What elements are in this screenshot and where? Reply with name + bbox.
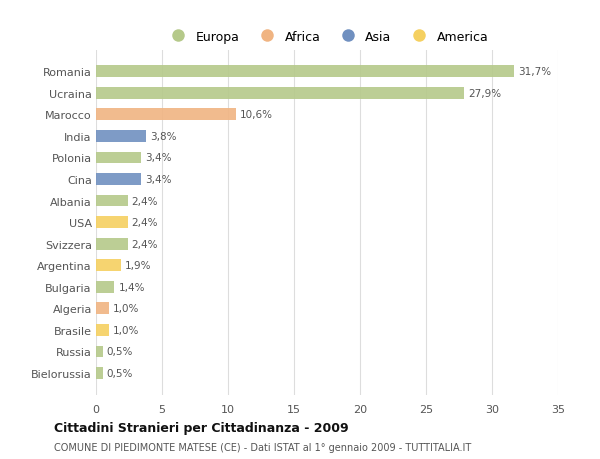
Text: 3,4%: 3,4%: [145, 174, 172, 185]
Text: 1,9%: 1,9%: [125, 261, 152, 271]
Text: 2,4%: 2,4%: [131, 218, 158, 228]
Bar: [96, 66, 514, 78]
Bar: [96, 238, 128, 250]
Bar: [96, 367, 103, 379]
Legend: Europa, Africa, Asia, America: Europa, Africa, Asia, America: [161, 26, 493, 49]
Text: 31,7%: 31,7%: [518, 67, 551, 77]
Bar: [96, 195, 128, 207]
Text: Cittadini Stranieri per Cittadinanza - 2009: Cittadini Stranieri per Cittadinanza - 2…: [54, 421, 349, 434]
Bar: [96, 260, 121, 272]
Text: 2,4%: 2,4%: [131, 196, 158, 206]
Bar: [96, 281, 115, 293]
Text: 27,9%: 27,9%: [468, 89, 502, 99]
Text: 0,5%: 0,5%: [107, 368, 133, 378]
Bar: [96, 152, 141, 164]
Bar: [96, 88, 464, 100]
Bar: [96, 217, 128, 229]
Text: 1,4%: 1,4%: [118, 282, 145, 292]
Bar: [96, 346, 103, 358]
Text: 3,4%: 3,4%: [145, 153, 172, 163]
Bar: [96, 303, 109, 314]
Text: 10,6%: 10,6%: [240, 110, 273, 120]
Text: 2,4%: 2,4%: [131, 239, 158, 249]
Text: 0,5%: 0,5%: [107, 347, 133, 357]
Text: 1,0%: 1,0%: [113, 325, 140, 335]
Text: 3,8%: 3,8%: [150, 132, 176, 141]
Text: 1,0%: 1,0%: [113, 304, 140, 313]
Bar: [96, 109, 236, 121]
Text: COMUNE DI PIEDIMONTE MATESE (CE) - Dati ISTAT al 1° gennaio 2009 - TUTTITALIA.IT: COMUNE DI PIEDIMONTE MATESE (CE) - Dati …: [54, 442, 471, 452]
Bar: [96, 174, 141, 185]
Bar: [96, 131, 146, 142]
Bar: [96, 324, 109, 336]
